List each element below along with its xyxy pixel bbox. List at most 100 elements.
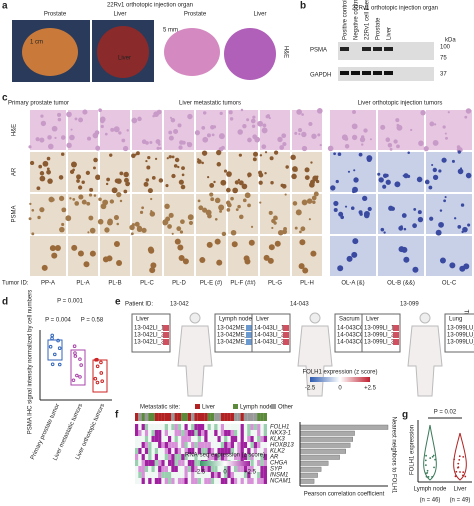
heat-cell <box>237 472 241 478</box>
heat-cell <box>138 442 142 448</box>
cell <box>226 208 231 212</box>
cell <box>467 223 471 227</box>
heat-cell <box>246 325 252 331</box>
bar <box>299 460 329 466</box>
heat-cell <box>260 424 264 430</box>
cell <box>123 189 128 194</box>
cell <box>168 212 174 218</box>
heat-cell <box>217 430 221 436</box>
cell <box>361 143 364 146</box>
label: 1 cm <box>30 40 43 46</box>
cell <box>462 226 468 233</box>
heat-cell <box>283 332 289 338</box>
cell <box>165 184 169 188</box>
heat-cell <box>210 442 215 448</box>
heat-cell <box>154 430 159 436</box>
site-cell <box>181 413 185 421</box>
cell <box>162 219 169 226</box>
legend-label: Other <box>278 405 293 411</box>
cell <box>299 230 302 234</box>
cell <box>92 166 96 170</box>
cell <box>292 201 298 206</box>
image <box>132 236 162 276</box>
heat-cell <box>234 466 238 472</box>
cell <box>266 114 271 118</box>
cell <box>211 133 215 137</box>
cell <box>464 115 468 119</box>
cell <box>119 199 123 203</box>
point <box>462 471 465 474</box>
cell <box>350 206 355 210</box>
cell <box>274 240 281 247</box>
cell <box>310 161 313 164</box>
cell <box>241 183 248 190</box>
lane-label: Liver <box>387 27 393 40</box>
cell <box>164 203 170 210</box>
image <box>330 110 376 150</box>
cell <box>413 207 417 211</box>
cell <box>147 188 153 194</box>
site-cell <box>240 413 244 421</box>
label: Primary prostate tumor <box>8 101 69 107</box>
heat-cell <box>224 436 228 442</box>
image <box>164 152 194 192</box>
cell <box>40 114 44 118</box>
cell <box>257 120 264 127</box>
heat-cell <box>240 478 244 484</box>
point <box>459 471 461 473</box>
heat-cell <box>250 466 254 472</box>
cell <box>457 168 464 175</box>
heat-cell <box>257 436 261 442</box>
cell <box>145 141 149 145</box>
heat-cell <box>257 442 261 448</box>
heat-cell <box>250 472 254 478</box>
cell <box>247 175 250 178</box>
image <box>132 194 162 234</box>
heat-cell <box>237 454 241 460</box>
cell <box>40 120 47 127</box>
heat-cell <box>177 442 182 448</box>
cell <box>150 197 153 201</box>
heat-cell <box>247 472 251 478</box>
cell <box>111 187 118 194</box>
row-label: PSMA <box>12 205 18 222</box>
heat-cell <box>201 436 205 442</box>
heat-cell <box>204 466 208 472</box>
heat-cell <box>224 430 228 436</box>
heat-cell <box>263 442 267 448</box>
heat-cell <box>151 460 155 466</box>
cell <box>54 245 61 252</box>
cell <box>304 175 310 181</box>
cell <box>378 177 384 183</box>
heat-cell <box>257 424 261 430</box>
label: KLK2 <box>270 449 285 455</box>
heat-cell <box>207 478 211 484</box>
heat-cell <box>184 460 188 466</box>
heat-cell <box>194 424 198 430</box>
cell <box>94 130 100 135</box>
cell <box>395 118 400 123</box>
cell <box>28 145 32 149</box>
heat-cell <box>204 478 208 484</box>
heat-cell <box>230 436 234 442</box>
cell <box>429 216 434 221</box>
site-cell <box>197 413 201 421</box>
heat-cell <box>240 436 244 442</box>
heat-cell <box>201 424 205 430</box>
label: 14-043CG_3 <box>337 340 372 346</box>
heat-cell <box>138 454 142 460</box>
cell <box>418 140 424 147</box>
site-cell <box>187 413 192 421</box>
heat-cell <box>253 424 258 430</box>
heat-cell <box>260 448 264 454</box>
site-cell <box>194 413 198 421</box>
point <box>432 454 435 457</box>
heat-cell <box>210 454 215 460</box>
heat-cell <box>227 430 231 436</box>
point <box>50 362 55 367</box>
heat-cell <box>234 442 238 448</box>
legend-label: Lymph node <box>240 405 273 411</box>
heat-cell <box>161 430 165 436</box>
heat-cell <box>194 460 198 466</box>
heat-cell <box>253 460 258 466</box>
